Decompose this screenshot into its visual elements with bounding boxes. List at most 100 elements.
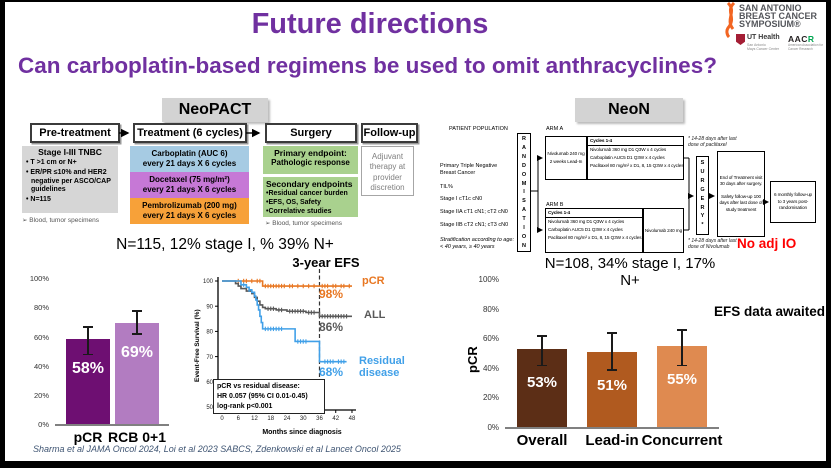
drug-schedule: every 21 days X 6 cycles xyxy=(142,211,237,220)
km-plot: 50 60 70 80 90 100 0 6 12 18 24 30 36 42 48 xyxy=(203,269,356,422)
error-bar-cap xyxy=(537,364,547,367)
ut-health-sub2: Mays Cancer Center xyxy=(747,47,780,51)
arm-a-leadin-line1: Nivolumab 240 mg xyxy=(547,151,585,157)
ut-health-logo: UT Health xyxy=(747,34,780,41)
y-tick-label: 0% xyxy=(487,423,499,432)
svg-text:80: 80 xyxy=(206,330,213,336)
km-series-label-residual: Residual disease xyxy=(359,355,405,380)
km-xlabel: Months since diagnosis xyxy=(262,429,342,436)
aacr-logo: AACR xyxy=(788,34,815,44)
svg-text:12: 12 xyxy=(251,416,258,422)
stratification-note: Stratification according to age: < 40 ye… xyxy=(440,237,514,250)
neopact-title-box: NeoPACT xyxy=(162,98,268,122)
pretreatment-bullet: N=115 xyxy=(24,196,116,204)
svg-text:24: 24 xyxy=(284,416,291,422)
svg-text:6: 6 xyxy=(237,416,241,422)
error-bar xyxy=(681,329,683,365)
svg-text:50: 50 xyxy=(206,405,213,411)
neon-note-bottom: * 14-28 days after last dose of Nivoluma… xyxy=(688,238,737,251)
flow-step-treatment: Treatment (6 cycles) xyxy=(133,123,247,143)
arm-b-cycles-box: Cycles 1-4 Nivolumab 360 mg D1 Q3W x 4 c… xyxy=(545,208,643,253)
svg-text:70: 70 xyxy=(206,355,213,361)
svg-text:60: 60 xyxy=(206,380,213,386)
aacr-letters-black: AAC xyxy=(788,34,808,44)
efs-awaited-note: EFS data awaited xyxy=(713,304,825,319)
svg-text:0: 0 xyxy=(220,416,224,422)
neon-followup-text: 6 monthly follow-up to 3 years post-rand… xyxy=(773,192,813,211)
error-bar xyxy=(611,332,613,370)
svg-text:42: 42 xyxy=(332,416,339,422)
arm-b-drug-line: Paclitaxel 80 mg/m² x D1, 8, 15 Q3W x 4 … xyxy=(548,234,642,240)
drug-schedule: every 21 days X 6 cycles xyxy=(142,159,237,168)
aacr-subline: American Association for Cancer Research xyxy=(788,43,824,51)
y-tick-label: 60% xyxy=(33,332,49,342)
y-tick-label: 80% xyxy=(33,303,49,313)
arm-a-leadin-box: Nivolumab 240 mg 2 weeks Lead-In xyxy=(545,136,587,180)
sabcs-line3: SYMPOSIUM® xyxy=(739,19,801,29)
km-annotation-line: HR 0.057 (95% CI 0.01-0.45) xyxy=(217,392,308,400)
arm-a-drug-line: Paclitaxel 80 mg/m² x D1, 8, 15 Q3W x 4 … xyxy=(590,162,684,168)
secondary-endpoint-bullet: Correlative studies xyxy=(266,207,355,216)
pretreatment-bullet: T >1 cm or N+ xyxy=(24,159,116,167)
y-tick-label: 40% xyxy=(33,361,49,371)
km-curve-Residual disease xyxy=(222,280,347,363)
km-series-value-residual: 68% xyxy=(319,365,344,379)
treatment-row-carboplatin: Carboplatin (AUC 6) every 21 days X 6 cy… xyxy=(130,146,249,172)
km-series-label-all: ALL xyxy=(364,309,386,321)
arm-b-drug-line: Nivolumab 360 mg D1 Q3W x 4 cycles xyxy=(548,218,625,224)
slide-title: Future directions xyxy=(251,8,489,40)
ut-health-sublines: San Antonio Mays Cancer Center xyxy=(747,43,779,51)
drug-name: Docetaxel (75 mg/m²) xyxy=(149,175,230,184)
arm-a-drug-line: Carboplatin AUC5 D1 Q3W x 4 cycles xyxy=(590,154,665,160)
drug-name: Carboplatin (AUC 6) xyxy=(151,149,228,158)
y-tick-label: 20% xyxy=(33,391,49,401)
drug-name: Pembrolizumab (200 mg) xyxy=(142,201,237,210)
surgery-secondary-endpoint-box: Secondary endpoints Residual cancer burd… xyxy=(263,177,358,217)
sabcs-line1: SAN ANTONIO xyxy=(739,3,802,13)
bar-value-label: 69% xyxy=(120,344,154,362)
end-of-treatment-box: End of Treatment visit 30 days after sur… xyxy=(717,151,765,237)
bar-value-label: 55% xyxy=(666,370,698,388)
arm-b-nivolumab-label: Nivolumab 240 mg xyxy=(644,227,683,233)
flow-step-followup: Follow-up xyxy=(361,123,418,143)
cycles-heading: Cycles 1-4 xyxy=(588,137,683,146)
patient-line: TIL% xyxy=(440,184,453,190)
y-tick-label: 100% xyxy=(29,274,49,284)
svg-text:30: 30 xyxy=(300,416,307,422)
neon-note-top: * 14-28 days after last dose of paclitax… xyxy=(688,136,737,149)
bar-value-label: 51% xyxy=(596,376,628,394)
patient-line: Stage I cT1c cN0 xyxy=(440,196,483,202)
bar-value-label: 53% xyxy=(526,373,558,391)
km-annotation-line: pCR vs residual disease: xyxy=(217,383,300,390)
pretreatment-bullet: ER/PR ≤10% and HER2 negative per ASCO/CA… xyxy=(24,169,116,194)
slide-border-right xyxy=(826,0,831,468)
error-bar-cap xyxy=(677,364,687,367)
error-bar xyxy=(87,326,89,354)
bar-value-label: 58% xyxy=(71,360,105,378)
secondary-endpoint-bullet: EFS, OS, Safety xyxy=(266,198,355,207)
sabcs-line2: BREAST CANCER xyxy=(739,11,818,21)
arm-a-cycles-box: Cycles 1-4 Nivolumab 360 mg D1 Q3W x 4 c… xyxy=(587,136,684,180)
error-bar-cap xyxy=(83,326,93,328)
patient-population-header: PATIENT POPULATION xyxy=(449,126,508,132)
error-bar-cap xyxy=(607,332,617,334)
neon-n-summary: N=108, 34% stage I, 17% N+ xyxy=(544,255,716,289)
slide-subtitle: Can carboplatin-based regimens be used t… xyxy=(18,53,717,78)
citation: Sharma et al JAMA Oncol 2024, Loi et al … xyxy=(33,444,401,454)
y-tick-label: 20% xyxy=(482,393,499,403)
flow-step-pretreatment: Pre-treatment xyxy=(30,123,120,143)
cycles-heading: Cycles 1-4 xyxy=(546,209,642,218)
aacr-letter-green: R xyxy=(807,34,815,44)
km-curve-pCR xyxy=(222,280,352,287)
bar-RCB 0+1 xyxy=(115,323,159,424)
arm-b-label: ARM B xyxy=(546,202,564,208)
bar-category-label: Concurrent xyxy=(641,432,723,449)
bar-category-label: RCB 0+1 xyxy=(108,429,166,445)
slide-border-top xyxy=(0,0,831,2)
km-title: 3-year EFS xyxy=(292,255,360,270)
y-tick-label: 100% xyxy=(478,275,499,284)
surgery-primary-endpoint-box: Primary endpoint: Pathologic response xyxy=(263,146,358,174)
patient-line: Stage IIB cT2 cN1; cT3 cN0 xyxy=(440,222,509,228)
